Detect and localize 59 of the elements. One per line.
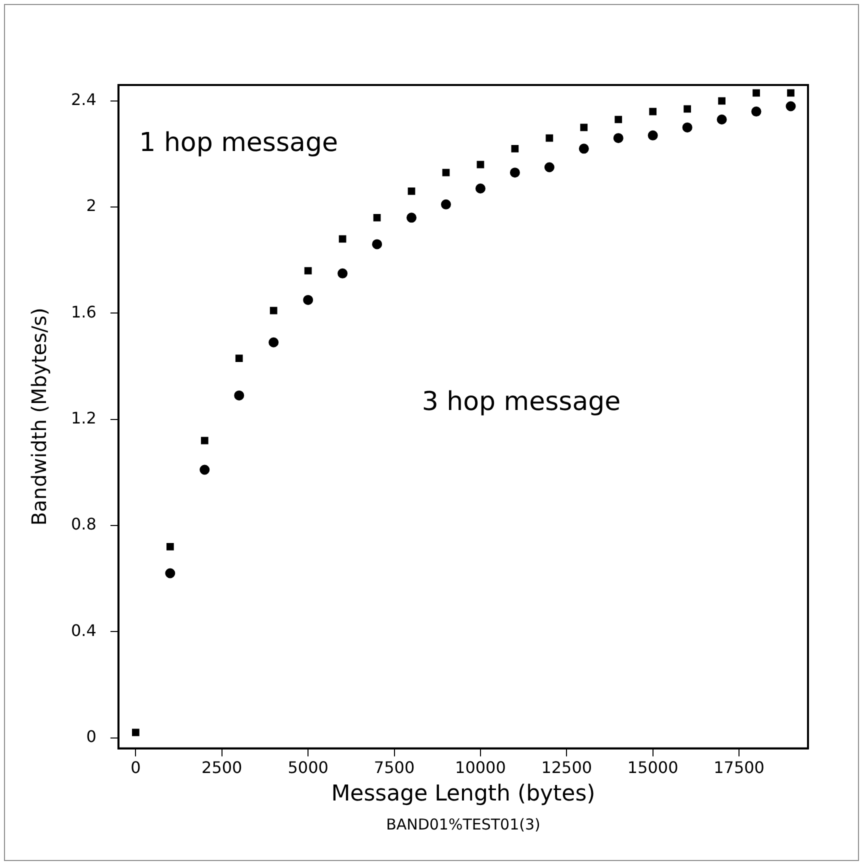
x-tick-label: 2500 (202, 758, 242, 778)
point (752, 89, 760, 97)
point (510, 168, 520, 178)
point (511, 145, 519, 152)
point (613, 133, 624, 144)
point (166, 543, 174, 550)
x-axis-title: Message Length (bytes) (331, 782, 596, 807)
point (475, 183, 486, 194)
x-tick-label: 15000 (627, 758, 678, 778)
y-tick-label: 2 (86, 196, 96, 216)
point (544, 162, 554, 172)
text: BAND01%TEST01(3) (386, 815, 540, 834)
point (304, 267, 312, 274)
point (578, 144, 589, 154)
point (234, 390, 244, 400)
point (684, 105, 692, 113)
x-tick-label: 0 (130, 758, 141, 778)
point (165, 568, 176, 578)
point (649, 108, 657, 116)
point (648, 130, 658, 140)
point (718, 97, 726, 105)
annotation: 1 hop message (139, 128, 338, 158)
y-tick-label: 1.2 (70, 408, 96, 428)
point (303, 294, 314, 305)
annotation: 3 hop message (422, 386, 621, 417)
point (338, 268, 348, 278)
y-axis-title: Bandwidth (Mbytes/s) (27, 308, 52, 526)
point (235, 354, 243, 362)
point (614, 116, 622, 124)
point (338, 235, 346, 243)
point (580, 124, 588, 132)
x-tick-label: 17500 (714, 758, 764, 778)
point (786, 101, 796, 112)
point (751, 106, 762, 117)
point (408, 187, 416, 195)
point (372, 239, 382, 250)
point (132, 728, 140, 736)
y-tick-label: 0.8 (70, 514, 96, 534)
point (546, 134, 554, 142)
y-tick-label: 2.4 (70, 90, 96, 110)
y-tick-label: 0.4 (70, 620, 96, 640)
x-tick-label: 5000 (288, 758, 328, 778)
point (476, 160, 484, 168)
y-tick-label: 1.6 (70, 302, 96, 322)
point (200, 464, 210, 475)
point (200, 436, 208, 444)
point (406, 212, 417, 223)
point (373, 214, 381, 222)
point (716, 114, 727, 124)
x-tick-label: 7500 (374, 758, 415, 778)
point (787, 89, 794, 97)
point (268, 337, 279, 348)
point (440, 199, 451, 210)
point (682, 122, 692, 132)
y-tick-label: 0 (86, 726, 96, 746)
point (442, 168, 450, 176)
x-tick-label: 12500 (541, 758, 592, 778)
point (270, 306, 278, 314)
x-tick-label: 10000 (455, 758, 506, 778)
